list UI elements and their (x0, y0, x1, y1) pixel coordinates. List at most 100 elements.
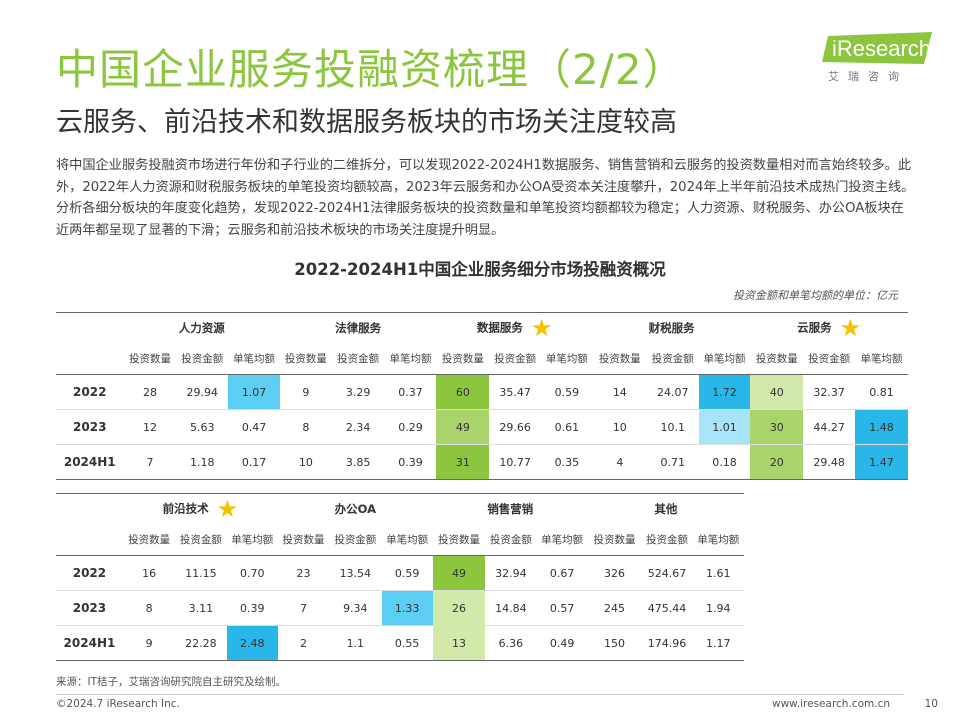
table-cell: 14.84 (485, 590, 537, 626)
table-cell: 31 (436, 444, 490, 480)
table-cell: 10.77 (489, 444, 542, 480)
market-table-2: 前沿技术 ★ 办公OA 销售营销 其他 投资数量 投资金额 单笔均额 投资数量 投资金额… (56, 493, 908, 661)
table-cell: 7 (277, 590, 330, 626)
metric-header: 投资金额 (645, 534, 688, 546)
table-cell: 1.47 (855, 444, 908, 480)
table-cell: 245 (587, 590, 642, 626)
table-cell: 1.48 (855, 409, 908, 445)
table-cell: 35.47 (489, 374, 542, 410)
table-cell: 0.37 (384, 374, 437, 410)
table-cell: 10 (592, 409, 647, 445)
table-cell: 150 (587, 625, 642, 661)
metric-header: 单笔均额 (703, 353, 746, 365)
table-cell: 9.34 (329, 590, 382, 626)
table-cell: 26 (432, 590, 486, 626)
table-cell: 44.27 (803, 409, 856, 445)
metric-header: 投资数量 (128, 534, 171, 546)
star-icon: ★ (216, 495, 239, 523)
logo-text: iResearch (832, 36, 932, 61)
table-cell: 4 (592, 444, 647, 480)
table-row: 2022 16 11.15 0.70 23 13.54 0.59 49 32.9… (56, 555, 744, 591)
table-cell: 0.59 (381, 555, 433, 591)
table-cell: 49 (432, 555, 486, 591)
table-cell: 5.63 (176, 409, 229, 445)
table-cell: 0.67 (536, 555, 588, 591)
category-header: 法律服务 (279, 312, 437, 343)
table-cell: 29.94 (176, 374, 229, 410)
table-cell: 1.61 (692, 555, 744, 591)
table-cell: 12 (123, 409, 177, 445)
table-cell: 3.29 (331, 374, 385, 410)
table-cell: 1.07 (228, 374, 280, 410)
year-label: 2022 (56, 374, 124, 410)
table-cell: 2.34 (331, 409, 385, 445)
star-icon: ★ (530, 314, 553, 342)
unit-note: 投资金额和单笔均额的单位：亿元 (733, 289, 898, 302)
table-cell: 16 (122, 555, 176, 591)
metric-header: 单笔均额 (860, 353, 903, 365)
table-cell: 23 (277, 555, 330, 591)
table-cell: 174.96 (641, 625, 693, 661)
table-cell: 1.01 (698, 409, 751, 445)
website-link[interactable]: www.iresearch.com.cn (771, 698, 890, 710)
logo-cn: 艾瑞咨询 (828, 70, 908, 83)
table-row: 2023 8 3.11 0.39 7 9.34 1.33 26 14.84 0.… (56, 590, 744, 626)
table-cell: 9 (122, 625, 176, 661)
iresearch-logo: iResearch 艾瑞咨询 (822, 32, 932, 83)
table-cell: 2 (277, 625, 330, 661)
metric-header: 投资数量 (598, 353, 641, 365)
year-label: 2023 (56, 409, 124, 445)
category-header: 其他 (587, 493, 744, 524)
table-cell: 0.71 (646, 444, 699, 480)
table-cell: 0.61 (541, 409, 593, 445)
table-cell: 475.44 (641, 590, 693, 626)
table-cell: 32.94 (485, 555, 537, 591)
category-header: 人力资源 (123, 312, 280, 343)
table-cell: 10.1 (646, 409, 699, 445)
intro-paragraph: 将中国企业服务投融资市场进行年份和子行业的二维拆分，可以发现2022-2024H… (56, 158, 915, 238)
table-cell: 0.35 (541, 444, 593, 480)
table-cell: 29.48 (803, 444, 856, 480)
metric-header: 单笔均额 (697, 534, 740, 546)
table-cell: 28 (123, 374, 177, 410)
page-subtitle: 云服务、前沿技术和数据服务板块的市场关注度较高 (56, 107, 677, 138)
table-cell: 0.18 (698, 444, 751, 480)
page-number: 10 (924, 698, 938, 710)
metric-header: 投资金额 (494, 353, 537, 365)
table-cell: 0.55 (381, 625, 433, 661)
table-cell: 0.47 (228, 409, 280, 445)
table-cell: 1.18 (176, 444, 229, 480)
metric-header: 投资金额 (489, 534, 532, 546)
metric-header: 投资金额 (334, 534, 377, 546)
table-cell: 0.17 (228, 444, 280, 480)
table-cell: 3.11 (175, 590, 227, 626)
table-cell: 13.54 (329, 555, 382, 591)
category-header: 数据服务 ★ (436, 312, 593, 343)
year-label: 2023 (56, 590, 123, 626)
metric-header: 单笔均额 (231, 534, 274, 546)
table-cell: 0.59 (541, 374, 593, 410)
star-icon: ★ (839, 314, 862, 342)
table-cell: 29.66 (489, 409, 542, 445)
metric-header: 投资金额 (179, 534, 222, 546)
table-row: 2023 12 5.63 0.47 8 2.34 0.29 49 29.66 0… (56, 409, 908, 445)
source-note: 来源：IT桔子，艾瑞咨询研究院自主研究及绘制。 (56, 676, 287, 688)
category-header: 办公OA (277, 493, 433, 524)
table-cell: 0.39 (384, 444, 437, 480)
footer-divider (56, 694, 904, 695)
metric-header: 投资数量 (438, 534, 481, 546)
metric-header: 单笔均额 (541, 534, 584, 546)
metric-header: 投资金额 (337, 353, 380, 365)
table-cell: 0.57 (536, 590, 588, 626)
table-title: 2022-2024H1中国企业服务细分市场投融资概况 (294, 260, 666, 279)
table-cell: 0.81 (855, 374, 908, 410)
metric-header: 投资数量 (282, 534, 325, 546)
table-cell: 10 (279, 444, 332, 480)
category-header: 销售营销 (432, 493, 588, 524)
year-label: 2024H1 (56, 444, 124, 480)
table-cell: 22.28 (175, 625, 227, 661)
metric-header: 单笔均额 (389, 353, 432, 365)
metric-header: 投资数量 (441, 353, 484, 365)
logo-mark (822, 32, 932, 64)
table-cell: 1.1 (329, 625, 382, 661)
